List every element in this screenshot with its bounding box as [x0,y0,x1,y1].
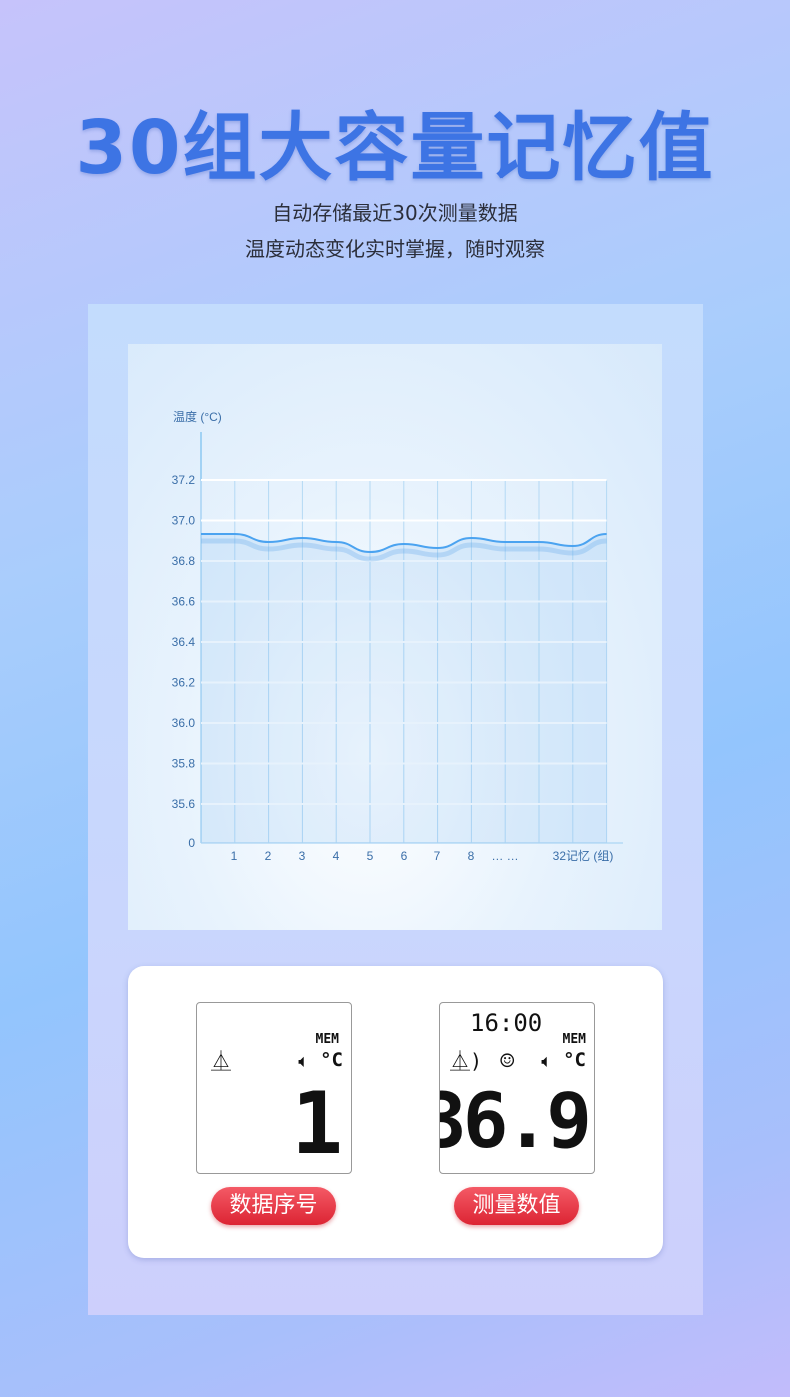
subtitle-line-2: 温度动态变化实时掌握，随时观察 [245,237,545,261]
unit-label: °C [320,1049,343,1071]
index-label-badge: 数据序号 [211,1187,336,1225]
subtitle-line-1: 自动存储最近30次测量数据 [272,201,518,225]
index-value: 1 [291,1074,343,1174]
y-tick-label: 36.4 [172,635,196,649]
y-axis-label: 温度 (°C) [173,409,222,424]
x-tick-label: 8 [468,849,475,863]
y-tick-label: 36.6 [172,595,196,609]
x-tick-label: 3 [299,849,306,863]
y-tick-label: 36.0 [172,716,196,730]
x-tick-label: 4 [333,849,340,863]
probe-icon: ⏅ [211,1049,231,1073]
area-fill [201,534,607,843]
x-tick-label: 5 [367,849,374,863]
page-title: 30组大容量记忆值 [75,105,715,191]
x-tick-label: 2 [265,849,272,863]
line-shadow [200,538,607,562]
x-tick-label: … … [491,849,518,863]
speaker-icon: 🔈︎ [298,1051,309,1072]
value-label-badge: 测量数值 [454,1187,579,1225]
y-tick-label: 37.2 [172,473,196,487]
y-tick-label: 35.8 [172,757,196,771]
mem-indicator: MEM [315,1032,339,1047]
x-tick-label: 7 [434,849,441,863]
y-tick-label: 36.8 [172,554,196,568]
chart-area: 温度 (°C) 0 35.6 35.8 36.0 36.2 36.4 36.6 36.8 37.… [128,344,662,930]
y-tick-label: 36.2 [172,676,196,690]
y-tick-label: 35.6 [172,797,196,811]
y-tick-label: 0 [188,836,195,850]
x-tick-label: 32记忆 (组) [553,849,614,863]
ear-probe-icon: ⏅) [450,1049,483,1073]
lcd-display-reading: 16:00 MEM ⏅) ☺ 🔈︎ °C 36.9 [439,1002,595,1174]
speaker-icon: 🔈︎ [541,1051,552,1072]
smiley-icon: ☺ [500,1047,515,1075]
unit-label: °C [563,1049,586,1071]
temperature-value: 36.9 [440,1076,592,1165]
x-tick-label: 1 [231,849,238,863]
mem-indicator: MEM [562,1032,586,1047]
lcd-display-index: MEM ⏅ 🔈︎ °C 1 [196,1002,352,1174]
y-tick-label: 37.0 [172,514,196,528]
x-tick-label: 6 [401,849,408,863]
time-readout: 16:00 [470,1009,543,1037]
temperature-chart: 温度 (°C) 0 35.6 35.8 36.0 36.2 36.4 36.6 36.8 37.… [172,409,623,863]
